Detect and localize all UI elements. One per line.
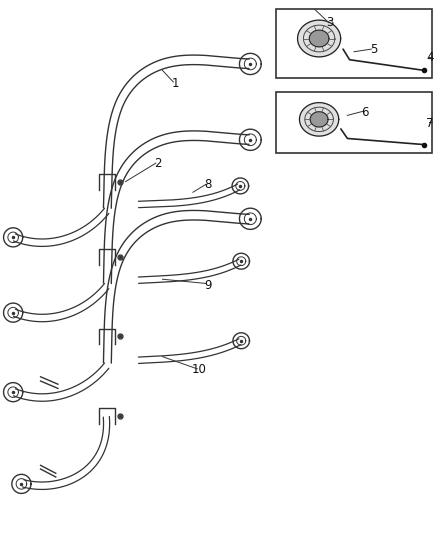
Text: 9: 9 (205, 279, 212, 292)
Polygon shape (297, 20, 341, 57)
Polygon shape (310, 112, 328, 127)
Text: 4: 4 (426, 51, 434, 63)
Text: 7: 7 (426, 117, 434, 130)
Text: 2: 2 (154, 157, 162, 169)
Polygon shape (300, 103, 339, 136)
Text: 1: 1 (172, 77, 179, 90)
Text: 5: 5 (370, 43, 377, 55)
Polygon shape (309, 30, 329, 47)
Text: 6: 6 (361, 106, 368, 119)
Bar (276, 92, 432, 152)
Text: 10: 10 (192, 364, 207, 376)
Text: 8: 8 (205, 178, 212, 191)
Text: 3: 3 (326, 16, 334, 29)
Bar (276, 10, 432, 78)
